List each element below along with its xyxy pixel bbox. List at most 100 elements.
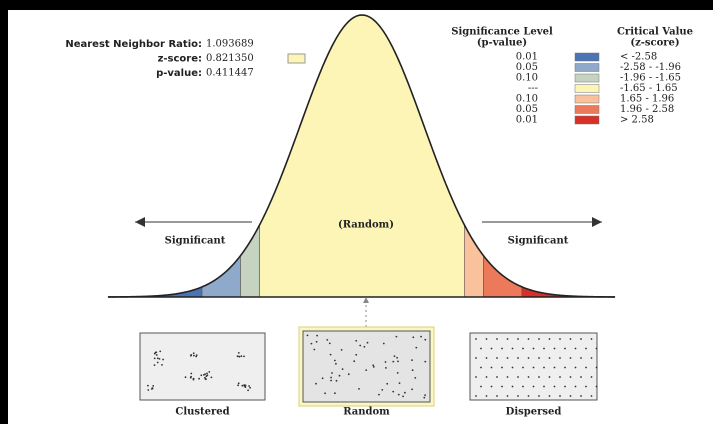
- legend-p: ---: [528, 83, 538, 94]
- point: [240, 355, 243, 357]
- point: [490, 366, 493, 369]
- point: [590, 357, 593, 359]
- point: [543, 385, 545, 388]
- point: [402, 395, 404, 398]
- legend-swatch: [574, 84, 600, 93]
- point: [517, 338, 519, 340]
- point: [192, 377, 195, 380]
- point: [243, 384, 246, 387]
- point: [415, 346, 418, 349]
- point: [569, 338, 572, 340]
- point: [569, 376, 572, 378]
- point: [532, 347, 535, 350]
- point: [326, 339, 329, 341]
- point: [595, 347, 598, 350]
- point: [480, 347, 482, 350]
- point: [384, 361, 387, 363]
- point: [559, 376, 561, 378]
- point: [147, 384, 149, 387]
- point: [192, 352, 195, 355]
- point: [564, 347, 566, 350]
- stats: Nearest Neighbor Ratio: 1.093689 z-score: 0…: [65, 39, 253, 80]
- bell-curve: [107, 14, 616, 298]
- point: [564, 385, 566, 388]
- pattern-box: [302, 330, 431, 403]
- point: [338, 374, 341, 377]
- legend-z: -1.65 - 1.65: [620, 83, 678, 94]
- point: [517, 376, 519, 378]
- point: [355, 353, 358, 356]
- point: [153, 364, 156, 366]
- legend-p: 0.10: [516, 94, 538, 105]
- point: [335, 379, 338, 382]
- point: [423, 396, 426, 399]
- point: [159, 350, 162, 353]
- point: [313, 348, 316, 351]
- point: [527, 338, 530, 340]
- point: [158, 358, 161, 360]
- point: [153, 352, 156, 355]
- point: [156, 357, 159, 360]
- point: [553, 385, 556, 388]
- point: [580, 357, 582, 359]
- point: [363, 345, 366, 348]
- legend-swatch: [574, 73, 600, 83]
- point: [237, 382, 240, 385]
- point: [366, 341, 369, 344]
- point: [585, 366, 587, 369]
- stat-label: p-value:: [156, 68, 202, 79]
- point: [321, 377, 324, 380]
- point: [237, 352, 240, 354]
- point: [330, 376, 332, 379]
- point: [398, 382, 401, 384]
- legend-swatch: [574, 63, 600, 72]
- point: [553, 366, 556, 369]
- marker: [363, 297, 369, 303]
- point: [522, 347, 524, 350]
- point: [392, 390, 395, 393]
- point: [496, 376, 498, 378]
- point: [532, 366, 535, 369]
- point: [475, 357, 477, 359]
- point: [397, 360, 399, 363]
- point: [340, 349, 343, 351]
- point: [527, 395, 530, 397]
- legend-p: 0.05: [516, 104, 538, 115]
- point: [397, 393, 400, 396]
- point: [193, 354, 195, 357]
- point: [190, 354, 192, 357]
- point: [382, 342, 385, 345]
- point: [248, 385, 251, 387]
- point: [496, 357, 498, 359]
- pattern-box: [139, 332, 266, 401]
- point: [595, 385, 598, 388]
- point: [538, 376, 540, 378]
- point: [341, 368, 344, 370]
- point: [517, 357, 519, 359]
- stat-label: z-score:: [158, 54, 202, 65]
- point: [480, 385, 482, 388]
- point: [574, 366, 577, 369]
- point: [396, 372, 399, 374]
- point: [564, 366, 566, 369]
- legend-z: -1.96 - -1.65: [620, 73, 681, 84]
- point: [244, 386, 247, 389]
- curve-outline: [107, 14, 616, 298]
- point: [190, 372, 193, 375]
- label-random: (Random): [338, 220, 394, 231]
- point: [359, 344, 362, 347]
- point: [365, 369, 368, 371]
- point: [310, 342, 313, 345]
- point: [210, 376, 213, 379]
- point: [506, 338, 509, 340]
- point: [378, 393, 380, 396]
- point: [538, 357, 540, 359]
- point: [247, 389, 250, 392]
- point: [585, 347, 587, 350]
- point: [532, 385, 535, 388]
- legend-swatch: [574, 94, 600, 104]
- point: [195, 355, 198, 358]
- legend-header: (z-score): [630, 38, 679, 49]
- point: [411, 388, 413, 391]
- legend-z: < -2.58: [620, 52, 657, 63]
